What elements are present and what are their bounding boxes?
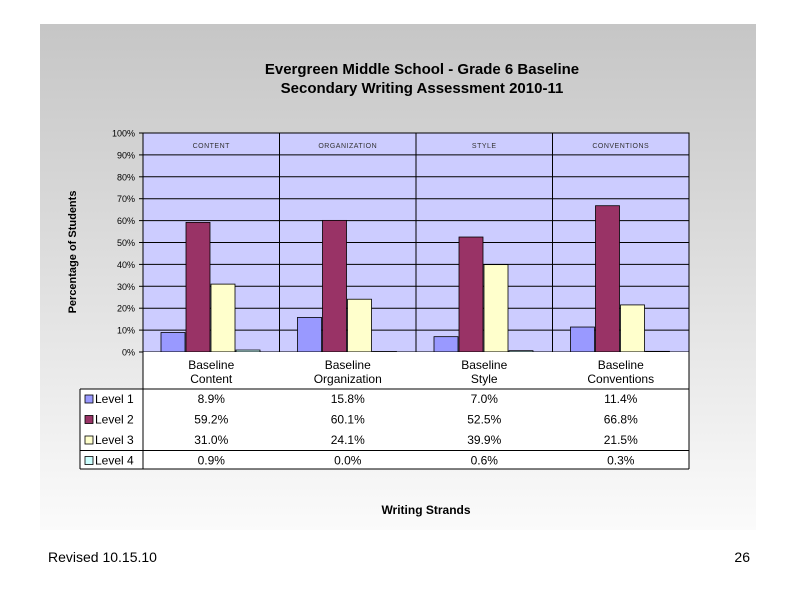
legend-swatch bbox=[84, 456, 94, 465]
legend-swatch bbox=[84, 435, 94, 445]
data-label: 59.2% bbox=[194, 413, 228, 427]
x-axis-title: Writing Strands bbox=[381, 503, 470, 517]
data-label: 0.6% bbox=[471, 454, 499, 468]
data-table-background bbox=[143, 352, 689, 469]
data-label: 0.3% bbox=[607, 454, 635, 468]
category-label: Style bbox=[471, 372, 498, 386]
y-tick-label: 40% bbox=[117, 260, 135, 270]
category-label: Baseline bbox=[598, 358, 644, 372]
data-label: 31.0% bbox=[194, 433, 228, 447]
data-label: 15.8% bbox=[331, 392, 365, 406]
bar-level-1 bbox=[433, 336, 459, 353]
legend-swatch bbox=[84, 394, 94, 404]
bar-level-2 bbox=[458, 236, 484, 353]
bar-level-2 bbox=[185, 221, 211, 353]
category-label: Baseline bbox=[188, 358, 234, 372]
y-tick-label: 60% bbox=[117, 216, 135, 226]
category-label: Baseline bbox=[461, 358, 507, 372]
y-tick-label: 0% bbox=[122, 348, 135, 358]
y-tick-label: 90% bbox=[117, 150, 135, 160]
revised-date: Revised 10.15.10 bbox=[48, 549, 157, 565]
category-label: Baseline bbox=[325, 358, 371, 372]
category-header-label: CONTENT bbox=[193, 143, 231, 150]
data-label: 11.4% bbox=[604, 392, 637, 406]
data-label: 52.5% bbox=[467, 413, 501, 427]
y-tick-label: 30% bbox=[117, 282, 135, 292]
bar-level-3 bbox=[347, 298, 372, 353]
legend-label: Level 4 bbox=[95, 454, 134, 468]
data-label: 8.9% bbox=[198, 392, 226, 406]
category-header-label: STYLE bbox=[472, 143, 497, 150]
page-number: 26 bbox=[734, 549, 750, 565]
data-label: 7.0% bbox=[471, 392, 499, 406]
y-axis-title: Percentage of Students bbox=[67, 191, 79, 314]
y-tick-label: 10% bbox=[117, 326, 135, 336]
data-label: 60.1% bbox=[331, 413, 365, 427]
category-label: Conventions bbox=[587, 372, 654, 386]
bar-level-3 bbox=[210, 283, 236, 353]
bar-level-2 bbox=[322, 219, 347, 353]
data-label: 39.9% bbox=[467, 433, 501, 447]
category-label: Content bbox=[190, 372, 233, 386]
bar-level-1 bbox=[297, 316, 322, 353]
category-header-label: ORGANIZATION bbox=[318, 143, 377, 150]
y-tick-label: 80% bbox=[117, 172, 135, 182]
data-label: 66.8% bbox=[604, 413, 638, 427]
bar-level-3 bbox=[620, 304, 645, 353]
legend-label: Level 1 bbox=[95, 392, 134, 406]
y-tick-label: 70% bbox=[117, 194, 135, 204]
y-tick-label: 50% bbox=[117, 238, 135, 248]
bar-level-2 bbox=[595, 205, 620, 353]
legend-label: Level 3 bbox=[95, 433, 134, 447]
category-header-label: CONVENTIONS bbox=[592, 143, 649, 150]
data-label: 21.5% bbox=[604, 433, 638, 447]
chart-subtitle: Secondary Writing Assessment 2010-11 bbox=[281, 80, 564, 97]
data-label: 0.9% bbox=[198, 454, 226, 468]
data-label: 24.1% bbox=[331, 433, 365, 447]
category-label: Organization bbox=[314, 372, 382, 386]
legend-swatch bbox=[84, 415, 94, 424]
bar-level-1 bbox=[570, 326, 595, 353]
chart-title: Evergreen Middle School - Grade 6 Baseli… bbox=[265, 61, 579, 78]
data-label: 0.0% bbox=[334, 454, 362, 468]
bar-level-3 bbox=[483, 264, 509, 353]
y-tick-label: 20% bbox=[117, 304, 135, 314]
bar-level-1 bbox=[160, 332, 186, 353]
legend-label: Level 2 bbox=[95, 413, 134, 427]
y-tick-label: 100% bbox=[112, 129, 135, 139]
